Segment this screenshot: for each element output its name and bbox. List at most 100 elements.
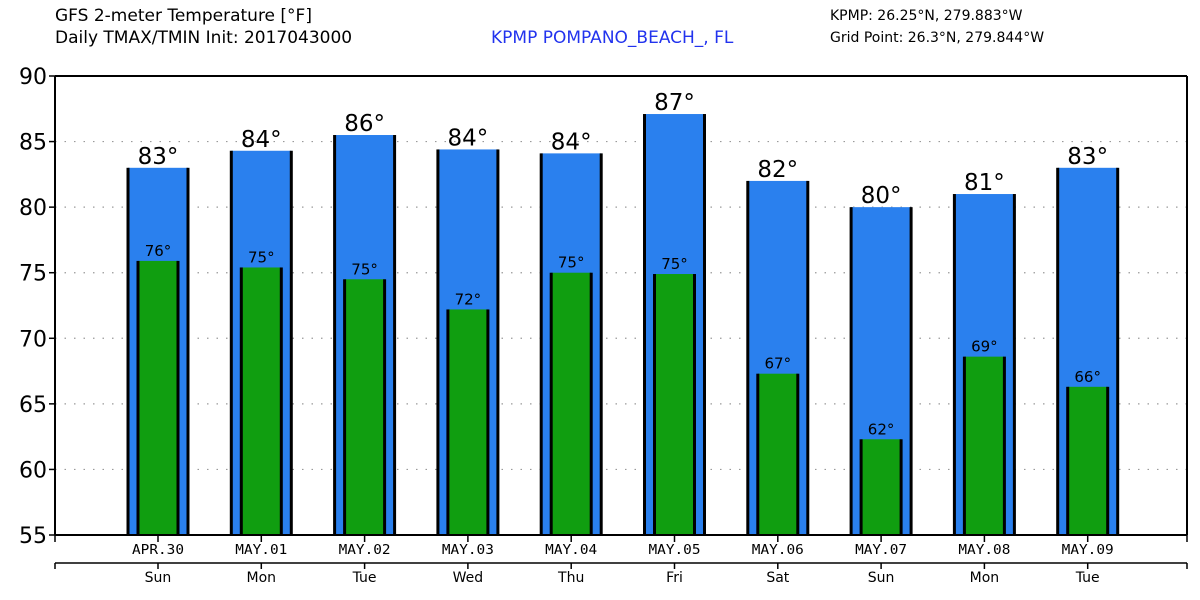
tmax-bar-edge [703, 114, 706, 535]
tmin-label: 67° [765, 355, 792, 373]
tmax-label: 80° [861, 183, 902, 209]
tmax-label: 84° [448, 125, 489, 151]
tmax-label: 87° [654, 90, 695, 116]
x-weekday-label: Mon [247, 570, 277, 586]
tmax-bar-edge [599, 153, 603, 536]
tmax-label: 84° [241, 127, 282, 153]
tmin-bar-edge [343, 279, 347, 535]
x-weekday-label: Thu [557, 570, 584, 586]
tmax-label: 86° [344, 111, 385, 137]
tmin-label: 75° [558, 254, 585, 272]
tmin-label: 75° [351, 260, 378, 278]
tmin-bar [551, 272, 592, 535]
tmax-bar-edge [436, 149, 440, 535]
grid-point-coordinates: Grid Point: 26.3°N, 279.844°W [830, 30, 1045, 46]
tmax-bar-edge [909, 207, 913, 535]
tmin-bar [654, 274, 695, 535]
x-weekday-label: Tue [352, 570, 377, 586]
tmin-bar [1067, 386, 1108, 535]
tmin-bar-edge [859, 439, 863, 535]
x-date-label: MAY.05 [649, 542, 701, 558]
x-date-label: MAY.02 [339, 542, 391, 558]
tmin-bar [241, 267, 282, 535]
tmin-label: 69° [971, 338, 998, 356]
tmax-label: 82° [757, 157, 798, 183]
x-date-label: MAY.09 [1062, 542, 1114, 558]
tmax-bar-edge [746, 180, 750, 535]
x-weekday-label: Sun [868, 570, 895, 586]
tmin-bar-edge [549, 272, 553, 535]
x-date-label: APR.30 [132, 542, 184, 558]
tmin-bar [138, 260, 178, 535]
tmax-bar-edge [333, 135, 337, 535]
tmin-bar-edge [383, 279, 387, 535]
x-date-label: MAY.04 [545, 542, 597, 558]
tmin-bar-edge [446, 309, 450, 535]
tmin-bar-edge [1066, 386, 1070, 535]
y-tick-label: 75 [19, 262, 47, 287]
tmax-bar-edge [186, 167, 190, 536]
y-tick-label: 80 [19, 196, 47, 221]
tmax-bar-edge [849, 207, 853, 535]
tmin-bar-edge [756, 373, 760, 535]
x-weekday-label: Fri [666, 570, 683, 586]
tmax-bar-edge [643, 114, 646, 535]
tmin-bar-edge [279, 267, 283, 535]
tmax-bar-edge [393, 135, 397, 535]
x-date-label: MAY.06 [752, 542, 804, 558]
tmin-bar-edge [796, 373, 800, 535]
tmin-label: 62° [868, 420, 895, 438]
tmax-label: 83° [1067, 144, 1108, 170]
tmin-bar-edge [1002, 356, 1006, 535]
tmin-label: 75° [661, 255, 688, 273]
tmin-bar-edge [962, 356, 966, 535]
tmin-label: 72° [455, 290, 482, 308]
bars: 83° 76° 84° 75° 86° 75° 84° 72° 84° 75° 87° 75° 82° 6… [126, 90, 1120, 536]
chart-subtitle: Daily TMAX/TMIN Init: 2017043000 [55, 28, 353, 48]
plot-frame [54, 75, 1188, 536]
tmax-bar-edge [229, 150, 233, 535]
y-tick-label: 60 [19, 458, 47, 483]
tmin-bar [964, 356, 1005, 535]
y-tick-label: 65 [19, 393, 47, 418]
tmax-bar-edge [1056, 167, 1060, 536]
x-weekday-label: Sat [766, 570, 789, 586]
tmin-bar [447, 309, 488, 535]
station-coordinates: KPMP: 26.25°N, 279.883°W [830, 8, 1023, 24]
tmin-label: 75° [248, 248, 275, 266]
tmin-bar-edge [899, 439, 903, 535]
y-tick-label: 70 [19, 327, 47, 352]
tmax-bar-edge [1012, 194, 1016, 535]
tmin-bar-edge [176, 260, 180, 535]
tmax-bar-edge [806, 180, 810, 535]
x-date-label: MAY.01 [235, 542, 287, 558]
gridlines [55, 140, 1187, 471]
tmax-label: 81° [964, 170, 1005, 196]
x-weekday-label: Sun [145, 570, 172, 586]
x-weekday-label: Tue [1075, 570, 1100, 586]
tmin-bar-edge [486, 309, 490, 535]
chart-title: GFS 2-meter Temperature [°F] [55, 6, 312, 26]
tmin-bar-edge [693, 274, 696, 535]
tmin-bar [344, 279, 385, 535]
tmin-bar [757, 373, 798, 535]
station-name: KPMP POMPANO_BEACH_, FL [491, 28, 734, 48]
x-date-label: MAY.08 [958, 542, 1010, 558]
tmax-bar-edge [496, 149, 500, 535]
tmin-bar-edge [136, 260, 140, 535]
tmax-bar-edge [126, 167, 130, 536]
tmin-bar-edge [653, 274, 656, 535]
tmin-bar-edge [1106, 386, 1110, 535]
tmin-label: 66° [1074, 368, 1101, 386]
tmax-bar-edge [289, 150, 293, 535]
x-weekday-label: Wed [453, 570, 484, 586]
tmax-label: 83° [138, 144, 179, 170]
tmax-bar-edge [1116, 167, 1120, 536]
y-tick-label: 85 [19, 131, 47, 156]
x-weekday-label: Mon [970, 570, 1000, 586]
tmin-label: 76° [145, 242, 172, 260]
tmax-label: 84° [551, 129, 592, 155]
tmin-bar [861, 439, 902, 535]
x-date-label: MAY.07 [855, 542, 907, 558]
